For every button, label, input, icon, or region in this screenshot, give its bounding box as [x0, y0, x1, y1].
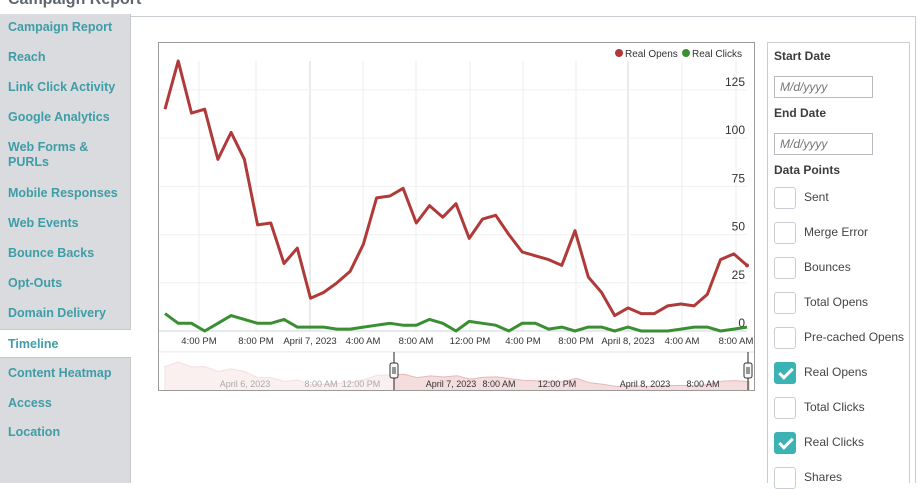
- data-point-sent[interactable]: Sent: [774, 187, 909, 209]
- data-point-real-opens[interactable]: Real Opens: [774, 362, 909, 384]
- y-tick-label: 125: [725, 75, 745, 89]
- data-point-total-opens-checkbox[interactable]: [774, 292, 796, 314]
- y-tick-label: 0: [738, 316, 745, 330]
- data-point-shares[interactable]: Shares: [774, 467, 909, 489]
- navigator-right-handle[interactable]: [743, 362, 753, 379]
- navigator-left-handle[interactable]: [389, 362, 399, 379]
- x-tick-label: 4:00 PM: [181, 336, 216, 347]
- sidebar-item-location[interactable]: Location: [8, 425, 61, 439]
- x-tick-label: 8:00 AM: [399, 336, 434, 347]
- sidebar-item-domain-delivery[interactable]: Domain Delivery: [8, 306, 106, 320]
- start-date-input[interactable]: [774, 76, 873, 98]
- data-point-sent-checkbox[interactable]: [774, 187, 796, 209]
- data-point-merge-error-checkbox[interactable]: [774, 222, 796, 244]
- x-tick-label: 8:00 PM: [238, 336, 273, 347]
- data-point-sent-label: Sent: [804, 190, 829, 204]
- sidebar-item-access[interactable]: Access: [8, 396, 52, 410]
- sidebar-item-reach[interactable]: Reach: [8, 50, 46, 64]
- sidebar-item-mobile-responses[interactable]: Mobile Responses: [8, 186, 118, 200]
- x-tick-label: 8:00 AM: [719, 336, 754, 347]
- x-tick-label: 12:00 PM: [450, 336, 491, 347]
- navigator-label: 12:00 PM: [342, 379, 381, 389]
- data-point-real-clicks-label: Real Clicks: [804, 435, 865, 449]
- sidebar-item-bounce-backs[interactable]: Bounce Backs: [8, 246, 95, 260]
- data-point-shares-checkbox[interactable]: [774, 467, 796, 489]
- series-end-marker: [745, 263, 749, 268]
- sidebar-item-timeline[interactable]: Timeline: [0, 329, 132, 358]
- data-points-label: Data Points: [774, 163, 841, 177]
- data-point-shares-label: Shares: [804, 470, 843, 484]
- navigator-label: April 8, 2023: [620, 379, 671, 389]
- legend-label: Real Opens: [625, 49, 678, 60]
- navigator-mask: [159, 352, 394, 390]
- data-point-total-opens-label: Total Opens: [804, 295, 869, 309]
- data-point-pre-cached-opens[interactable]: Pre-cached Opens: [774, 327, 909, 349]
- legend-marker: [615, 49, 623, 57]
- sidebar-item-content-heatmap[interactable]: Content Heatmap: [8, 366, 112, 380]
- sidebar-item-opt-outs[interactable]: Opt-Outs: [8, 276, 63, 290]
- data-point-real-opens-label: Real Opens: [804, 365, 868, 379]
- navigator-label: 8:00 AM: [686, 379, 719, 389]
- y-tick-label: 75: [732, 171, 746, 185]
- y-tick-label: 50: [732, 220, 746, 234]
- data-point-total-clicks-label: Total Clicks: [804, 400, 865, 414]
- data-point-real-clicks[interactable]: Real Clicks: [774, 432, 909, 454]
- data-point-merge-error[interactable]: Merge Error: [774, 222, 909, 244]
- x-tick-label: April 8, 2023: [601, 336, 654, 347]
- sidebar-item-link-click-activity[interactable]: Link Click Activity: [8, 80, 116, 94]
- navigator-label: April 7, 2023: [426, 379, 477, 389]
- header: Campaign Report: [0, 0, 922, 14]
- navigator-label: 12:00 PM: [538, 379, 577, 389]
- data-point-total-clicks[interactable]: Total Clicks: [774, 397, 909, 419]
- data-point-bounces-checkbox[interactable]: [774, 257, 796, 279]
- legend-marker: [682, 49, 690, 57]
- x-tick-label: 8:00 PM: [558, 336, 593, 347]
- data-point-real-opens-checkbox[interactable]: [774, 362, 796, 384]
- x-tick-label: 4:00 AM: [665, 336, 700, 347]
- legend-label: Real Clicks: [692, 49, 742, 60]
- sidebar-item-web-events[interactable]: Web Events: [8, 216, 79, 230]
- start-date-label: Start Date: [774, 49, 831, 63]
- filter-panel: Start Date End Date Data Points Sent Merg…: [767, 42, 910, 489]
- sidebar: Campaign Report Reach Link Click Activity G…: [0, 14, 132, 483]
- navigator-label: April 6, 2023: [220, 379, 271, 389]
- timeline-chart[interactable]: 0 25 50 75 100 125 4:00 PM 8:00 PM April 7, 2023…: [158, 42, 755, 391]
- series-line-real-clicks: [164, 312, 748, 333]
- series-line-real-opens: [163, 59, 748, 318]
- sidebar-item-web-forms-purls[interactable]: Web Forms & PURLs: [8, 140, 89, 169]
- data-point-pre-cached-opens-label: Pre-cached Opens: [804, 330, 905, 344]
- x-tick-label: 4:00 PM: [505, 336, 540, 347]
- data-point-total-opens[interactable]: Total Opens: [774, 292, 909, 314]
- data-point-bounces[interactable]: Bounces: [774, 257, 909, 279]
- y-tick-label: 25: [732, 268, 746, 282]
- y-tick-label: 100: [725, 123, 745, 137]
- x-tick-label: 4:00 AM: [346, 336, 381, 347]
- navigator-label: 8:00 AM: [304, 379, 337, 389]
- end-date-label: End Date: [774, 106, 827, 120]
- data-point-merge-error-label: Merge Error: [804, 225, 869, 239]
- sidebar-item-google-analytics[interactable]: Google Analytics: [8, 110, 110, 124]
- data-point-bounces-label: Bounces: [804, 260, 851, 274]
- sidebar-item-campaign-report[interactable]: Campaign Report: [8, 20, 113, 34]
- data-point-pre-cached-opens-checkbox[interactable]: [774, 327, 796, 349]
- navigator-label: 8:00 AM: [482, 379, 515, 389]
- end-date-input[interactable]: [774, 133, 873, 155]
- data-point-total-clicks-checkbox[interactable]: [774, 397, 796, 419]
- page-title: Campaign Report: [8, 0, 141, 9]
- x-tick-label: April 7, 2023: [283, 336, 336, 347]
- timeline-chart-svg[interactable]: 0 25 50 75 100 125 4:00 PM 8:00 PM April 7, 2023…: [159, 43, 755, 391]
- chart-legend: Real Opens Real Clicks: [615, 49, 742, 60]
- data-point-real-clicks-checkbox[interactable]: [774, 432, 796, 454]
